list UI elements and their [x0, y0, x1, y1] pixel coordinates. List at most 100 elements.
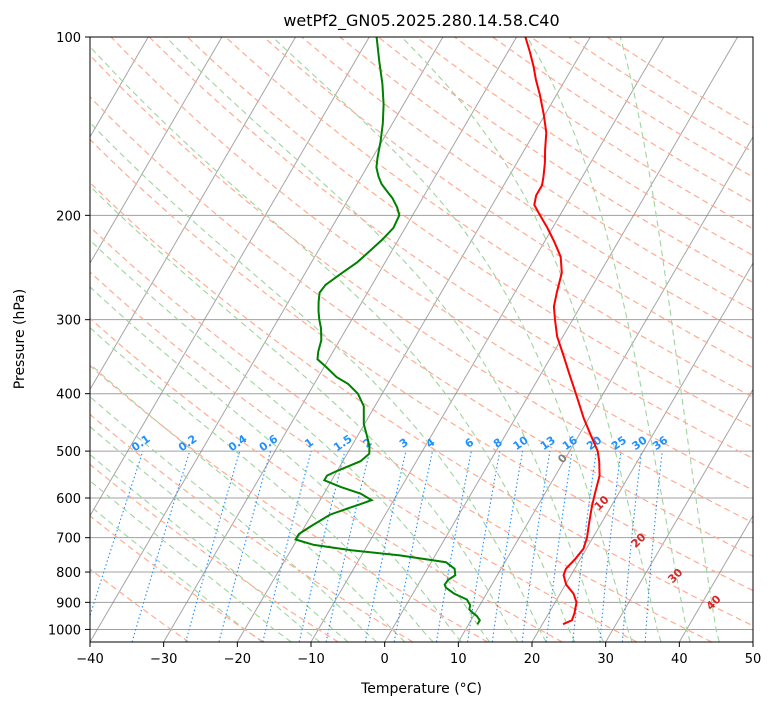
- moist-adiabat: [619, 37, 720, 642]
- moist-adiabat-label: 20: [629, 530, 649, 550]
- isotherm: [0, 37, 1, 642]
- isotherm-grid: [0, 37, 753, 642]
- dry-adiabat: [110, 37, 753, 491]
- dry-adiabat: [606, 37, 753, 129]
- adiabat-labels: 0.10.20.40.611.52346810131620253036-100-…: [129, 432, 724, 613]
- dry-adiabat: [530, 37, 753, 178]
- moist-adiabat: [90, 453, 321, 642]
- mixing-ratio-label: 3: [397, 436, 411, 451]
- dry-adiabats: [90, 37, 753, 642]
- moist-adiabat: [90, 185, 519, 642]
- mixing-ratio-line: [572, 451, 597, 642]
- dry-adiabat: [90, 226, 712, 642]
- moist-adiabat: [526, 37, 691, 642]
- y-axis-label: Pressure (hPa): [12, 289, 28, 389]
- dry-adiabat: [90, 364, 488, 642]
- moist-adiabat: [90, 326, 434, 642]
- isotherm: [605, 388, 753, 642]
- mixing-ratio-lines: [90, 450, 663, 642]
- dry-adiabat: [90, 138, 753, 592]
- isotherm: [90, 37, 297, 391]
- x-tick-label: −30: [150, 652, 177, 667]
- mixing-ratio-line: [185, 450, 241, 642]
- moist-adiabat: [90, 480, 292, 642]
- y-tick-label: 100: [56, 31, 81, 46]
- moist-adiabat: [90, 121, 547, 642]
- mixing-ratio-line: [325, 450, 371, 642]
- temperature-line: [524, 37, 601, 626]
- isobar-grid: [90, 37, 753, 630]
- isotherm: [531, 262, 753, 642]
- mixing-ratio-line: [435, 450, 472, 642]
- y-tick-label: 700: [56, 532, 81, 547]
- x-tick-label: 40: [671, 652, 688, 667]
- isotherm: [236, 37, 591, 642]
- mixing-ratio-label: 30: [629, 433, 649, 453]
- moist-adiabats: [90, 37, 720, 642]
- x-tick-label: 50: [745, 652, 762, 667]
- plot-frame: [89, 36, 754, 643]
- mixing-ratio-label: 6: [462, 436, 476, 451]
- mixing-ratio-label: 1: [302, 436, 316, 451]
- isotherm: [90, 37, 370, 517]
- dry-adiabat: [90, 413, 414, 642]
- mixing-ratio-label: 16: [560, 433, 580, 453]
- x-tick-label: 20: [524, 652, 541, 667]
- moist-adiabat: [90, 363, 406, 642]
- x-tick-label: −10: [297, 652, 324, 667]
- mixing-ratio-line: [599, 451, 622, 642]
- isotherm: [457, 135, 753, 642]
- mixing-ratio-line: [491, 451, 524, 642]
- moist-adiabat: [90, 239, 490, 642]
- isotherm: [384, 37, 739, 642]
- mixing-ratio-line: [545, 451, 573, 642]
- mixing-ratio-line: [90, 450, 144, 618]
- dry-adiabat: [90, 96, 753, 557]
- moist-adiabat: [90, 425, 349, 642]
- moist-adiabat: [90, 45, 576, 642]
- isotherm: [90, 37, 444, 642]
- chart-title: wetPf2_GN05.2025.280.14.58.C40: [283, 11, 559, 31]
- dry-adiabat: [90, 181, 753, 627]
- mixing-ratio-line: [393, 450, 434, 642]
- y-tick-label: 800: [56, 566, 81, 581]
- y-tick-label: 900: [56, 596, 81, 611]
- y-axis-ticks: 1000 900 800 700 600 500 400 300 200 100: [48, 31, 90, 638]
- dry-adiabat: [90, 317, 563, 642]
- mixing-ratio-label: 8: [491, 436, 505, 451]
- moist-adiabat: [90, 286, 462, 642]
- dry-adiabat: [263, 37, 753, 369]
- x-tick-label: 10: [450, 652, 467, 667]
- dry-adiabat: [90, 568, 190, 642]
- x-tick-label: −20: [224, 652, 251, 667]
- dry-adiabat: [186, 37, 753, 429]
- mixing-ratio-line: [364, 450, 407, 642]
- y-tick-label: 200: [56, 209, 81, 224]
- mixing-ratio-line: [298, 450, 346, 642]
- moist-adiabat: [90, 395, 378, 642]
- mixing-ratio-label: 13: [538, 434, 558, 453]
- x-axis-ticks: −40 −30 −20 −10 0 10 20 30 40 50: [76, 642, 761, 667]
- y-tick-label: 600: [56, 492, 81, 507]
- dry-adiabat: [377, 37, 753, 284]
- mixing-ratio-line: [644, 451, 663, 642]
- mixing-ratio-line: [262, 450, 312, 642]
- plot-area: 0.10.20.40.611.52346810131620253036-100-…: [0, 37, 753, 642]
- x-tick-label: 0: [381, 652, 389, 667]
- moist-adiabat: [401, 37, 662, 642]
- moist-adiabat: [272, 37, 633, 642]
- isotherm: [752, 641, 753, 642]
- dewpoint-line: [294, 37, 481, 625]
- dry-adiabat: [415, 37, 753, 257]
- x-tick-label: −40: [76, 652, 103, 667]
- y-tick-label: 300: [56, 314, 81, 329]
- y-tick-label: 400: [56, 388, 81, 403]
- dry-adiabat: [90, 515, 264, 642]
- dry-adiabat: [90, 54, 753, 524]
- mixing-ratio-line: [218, 450, 272, 642]
- mixing-ratio-line: [131, 450, 191, 642]
- isotherm: [90, 37, 223, 265]
- y-tick-label: 500: [56, 445, 81, 460]
- x-tick-label: 30: [597, 652, 614, 667]
